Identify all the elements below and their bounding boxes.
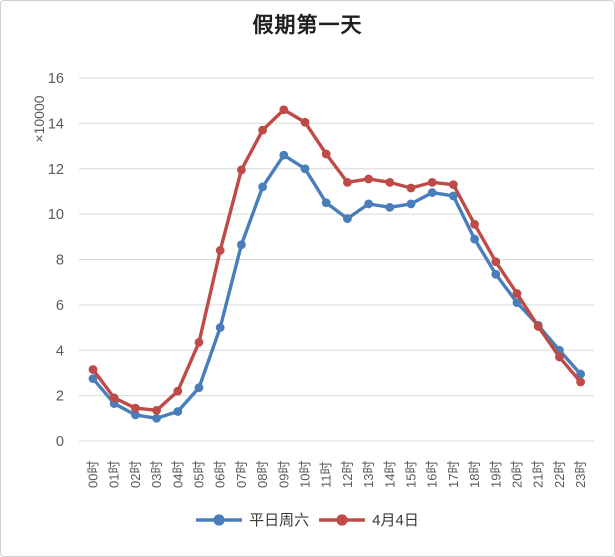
data-point-marker bbox=[512, 289, 522, 298]
data-point-marker bbox=[321, 198, 331, 208]
data-point-marker bbox=[88, 374, 98, 384]
x-tick-label: 20时 bbox=[510, 461, 525, 488]
data-point-marker bbox=[427, 188, 437, 197]
x-tick-label: 17时 bbox=[446, 461, 461, 488]
y-tick-label: 14 bbox=[48, 116, 64, 132]
x-tick-label: 00时 bbox=[86, 461, 101, 488]
series-line-marker-icon bbox=[319, 513, 366, 526]
data-point-marker bbox=[364, 199, 373, 209]
legend-marker bbox=[213, 513, 225, 526]
legend-marker bbox=[336, 513, 348, 526]
data-point-marker bbox=[300, 164, 310, 174]
legend-label: 4月4日 bbox=[372, 512, 419, 529]
data-point-marker bbox=[88, 365, 98, 374]
x-tick-label: 22时 bbox=[552, 461, 567, 488]
y-tick-label: 4 bbox=[56, 343, 64, 359]
data-point-marker bbox=[406, 183, 416, 193]
x-tick-label: 21时 bbox=[531, 461, 546, 488]
x-tick-label: 11时 bbox=[319, 462, 334, 489]
data-point-marker bbox=[576, 377, 585, 387]
x-tick-label: 06时 bbox=[213, 461, 228, 488]
data-point-marker bbox=[491, 257, 501, 267]
data-point-marker bbox=[237, 240, 246, 250]
data-point-marker bbox=[343, 214, 352, 224]
data-point-marker bbox=[131, 410, 140, 420]
x-tick-label: 08时 bbox=[255, 461, 270, 488]
data-point-marker bbox=[109, 393, 119, 403]
legend-label: 平日周六 bbox=[249, 512, 310, 529]
data-point-marker bbox=[279, 150, 289, 160]
data-point-marker bbox=[491, 269, 501, 279]
x-tick-label: 12时 bbox=[340, 461, 355, 488]
x-tick-label: 05时 bbox=[192, 461, 207, 488]
x-tick-label: 15时 bbox=[404, 461, 419, 488]
data-point-marker bbox=[194, 337, 204, 347]
data-point-marker bbox=[470, 219, 479, 229]
data-point-marker bbox=[343, 177, 352, 187]
legend-item-april-4[interactable]: 4月4日 bbox=[319, 509, 419, 530]
x-tick-label: 09时 bbox=[276, 461, 291, 488]
x-tick-label: 04时 bbox=[170, 461, 185, 488]
x-tick-label: 03时 bbox=[149, 461, 164, 488]
series-line-1 bbox=[91, 108, 583, 413]
data-point-marker bbox=[512, 298, 522, 308]
data-point-marker bbox=[364, 174, 373, 184]
x-tick-label: 02时 bbox=[128, 461, 143, 488]
x-tick-label: 14时 bbox=[382, 461, 397, 488]
data-point-marker bbox=[449, 180, 458, 190]
data-point-marker bbox=[533, 322, 543, 331]
data-point-marker bbox=[152, 413, 162, 423]
data-point-marker bbox=[321, 149, 331, 159]
data-point-marker bbox=[470, 234, 479, 244]
data-point-marker bbox=[385, 177, 395, 187]
data-point-marker bbox=[385, 202, 395, 212]
y-tick-label: 2 bbox=[56, 389, 64, 405]
data-point-marker bbox=[215, 323, 225, 332]
data-point-marker bbox=[173, 386, 183, 396]
legend: 平日周六 4月4日 bbox=[1, 509, 614, 530]
x-tick-label: 07时 bbox=[234, 461, 249, 488]
data-point-marker bbox=[427, 177, 437, 187]
data-point-marker bbox=[279, 105, 289, 115]
data-point-marker bbox=[555, 352, 564, 362]
x-tick-label: 01时 bbox=[107, 461, 122, 488]
y-tick-label: 10 bbox=[48, 207, 64, 223]
data-point-marker bbox=[173, 407, 183, 416]
data-point-marker bbox=[131, 403, 140, 413]
x-tick-label: 23时 bbox=[573, 461, 588, 488]
data-point-marker bbox=[258, 125, 267, 135]
data-point-marker bbox=[449, 191, 458, 201]
legend-item-weekday-saturday[interactable]: 平日周六 bbox=[196, 509, 309, 530]
x-tick-label: 16时 bbox=[425, 461, 440, 488]
x-tick-label: 10时 bbox=[298, 461, 313, 488]
x-tick-label: 13时 bbox=[361, 461, 376, 488]
data-point-marker bbox=[258, 182, 267, 192]
y-tick-label: 6 bbox=[56, 298, 64, 314]
y-tick-label: 12 bbox=[48, 162, 64, 178]
data-point-marker bbox=[152, 405, 162, 415]
x-tick-label: 19时 bbox=[488, 461, 503, 488]
series-line-0 bbox=[91, 153, 583, 421]
data-point-marker bbox=[215, 246, 225, 255]
data-point-marker bbox=[237, 165, 246, 175]
data-point-marker bbox=[300, 117, 310, 127]
data-point-marker bbox=[576, 369, 585, 379]
y-tick-label: 0 bbox=[56, 434, 64, 450]
x-tick-label: 18时 bbox=[467, 461, 482, 488]
y-tick-label: 16 bbox=[48, 71, 64, 87]
series-line-marker-icon bbox=[196, 513, 243, 526]
data-point-marker bbox=[406, 199, 416, 209]
y-tick-label: 8 bbox=[56, 253, 64, 269]
chart-title: 假期第一天 bbox=[252, 14, 363, 37]
data-point-marker bbox=[194, 383, 204, 393]
